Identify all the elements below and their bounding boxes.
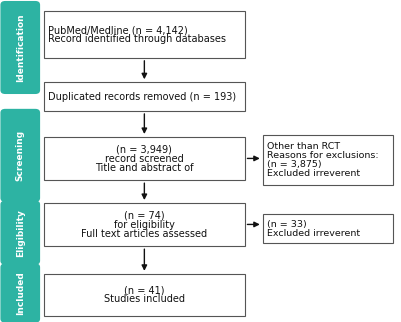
Text: (n = 3,875): (n = 3,875) [267, 160, 321, 169]
Text: Title and abstract of: Title and abstract of [95, 163, 194, 173]
Text: Reasons for exclusions:: Reasons for exclusions: [267, 151, 378, 160]
FancyBboxPatch shape [0, 1, 40, 94]
Text: Record identified through databases: Record identified through databases [48, 34, 226, 44]
Text: (n = 74): (n = 74) [124, 211, 165, 221]
Text: Screening: Screening [16, 130, 25, 181]
Text: Included: Included [16, 271, 25, 315]
FancyBboxPatch shape [0, 109, 40, 202]
FancyBboxPatch shape [263, 135, 393, 185]
Text: Duplicated records removed (n = 193): Duplicated records removed (n = 193) [48, 91, 236, 102]
FancyBboxPatch shape [44, 203, 245, 246]
Text: record screened: record screened [105, 154, 184, 164]
Text: Eligibility: Eligibility [16, 209, 25, 257]
Text: Identification: Identification [16, 13, 25, 82]
Text: Studies included: Studies included [104, 294, 185, 304]
Text: (n = 3,949): (n = 3,949) [116, 145, 172, 155]
FancyBboxPatch shape [0, 263, 40, 322]
FancyBboxPatch shape [44, 137, 245, 180]
Text: Excluded irreverent: Excluded irreverent [267, 169, 360, 178]
Text: (n = 33): (n = 33) [267, 220, 306, 229]
FancyBboxPatch shape [44, 82, 245, 111]
Text: Other than RCT: Other than RCT [267, 142, 340, 151]
FancyBboxPatch shape [0, 201, 40, 265]
Text: (n = 41): (n = 41) [124, 285, 164, 295]
FancyBboxPatch shape [44, 11, 245, 58]
Text: for eligibility: for eligibility [114, 220, 175, 230]
FancyBboxPatch shape [44, 274, 245, 316]
FancyBboxPatch shape [263, 214, 393, 243]
Text: Excluded irreverent: Excluded irreverent [267, 229, 360, 238]
Text: PubMed/Medline (n = 4,142): PubMed/Medline (n = 4,142) [48, 25, 188, 35]
Text: Full text articles assessed: Full text articles assessed [81, 229, 207, 239]
